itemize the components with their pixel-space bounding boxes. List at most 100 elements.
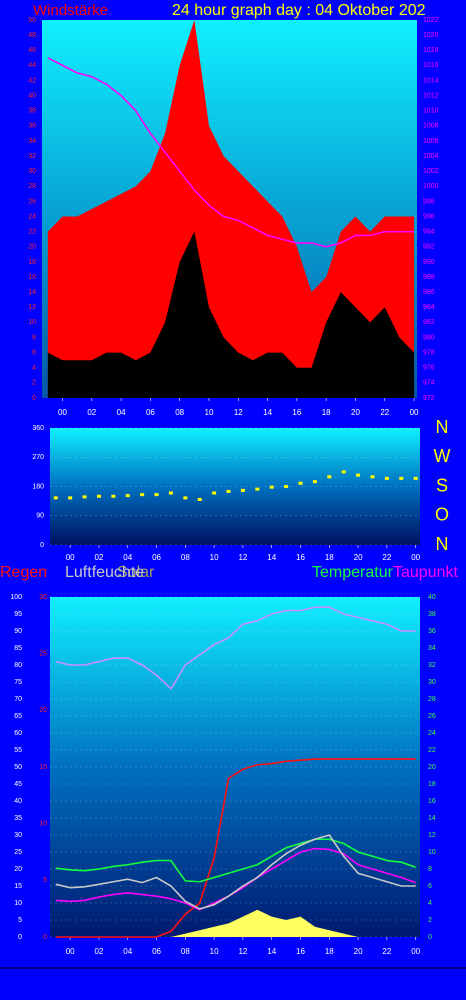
point: [212, 491, 217, 495]
y-tick-label: 28: [28, 183, 36, 190]
y3-tick-label: 15: [39, 764, 47, 771]
x-tick-label: 18: [322, 408, 331, 417]
x-tick-label: 06: [146, 408, 155, 417]
x-tick-label: 14: [267, 553, 276, 562]
y-tick-label: 0: [40, 542, 44, 549]
point: [68, 496, 73, 500]
x-tick-label: 02: [94, 553, 103, 562]
y2-tick-label: 984: [423, 304, 435, 311]
legend-label: Windstärke: [33, 2, 108, 19]
x-tick-label: 20: [354, 947, 363, 956]
y2-tick-label: 988: [423, 274, 435, 281]
point: [298, 481, 303, 485]
y2-tick-label: N: [436, 534, 449, 554]
x-tick-label: 08: [175, 408, 184, 417]
y2-tick-label: 0: [428, 934, 432, 941]
y2-tick-label: 1022: [423, 17, 439, 24]
y2-tick-label: 974: [423, 380, 435, 387]
y3-tick-label: 5: [43, 877, 47, 884]
y-tick-label: 34: [28, 138, 36, 145]
line: [55, 606, 416, 691]
y3-tick-label: 10: [39, 821, 47, 828]
y-tick-label: 100: [10, 594, 22, 601]
y2-tick-label: 18: [428, 781, 436, 788]
point: [168, 491, 173, 495]
x-tick-label: 22: [380, 408, 389, 417]
x-tick-label: 04: [117, 408, 126, 417]
y2-tick-label: 28: [428, 696, 436, 703]
y2-tick-label: 20: [428, 764, 436, 771]
point: [53, 496, 58, 500]
x-tick-label: 10: [210, 553, 219, 562]
y-tick-label: 20: [28, 244, 36, 251]
point: [312, 480, 317, 484]
y2-tick-label: 980: [423, 334, 435, 341]
line: [55, 758, 416, 938]
point: [96, 494, 101, 498]
y2-tick-label: 1010: [423, 108, 439, 115]
y-tick-label: 70: [14, 696, 22, 703]
point: [384, 476, 389, 480]
y2-tick-label: 1014: [423, 77, 439, 84]
y2-tick-label: 992: [423, 244, 435, 251]
x-tick-label: 00: [66, 947, 75, 956]
y2-tick-label: 990: [423, 259, 435, 266]
y-tick-label: 60: [14, 730, 22, 737]
y2-tick-label: 1012: [423, 92, 439, 99]
y2-tick-label: 982: [423, 319, 435, 326]
y2-tick-label: 996: [423, 213, 435, 220]
y-tick-label: 26: [28, 198, 36, 205]
x-tick-label: 08: [181, 947, 190, 956]
y-tick-label: 32: [28, 153, 36, 160]
y2-tick-label: O: [435, 505, 449, 525]
x-tick-label: 20: [354, 553, 363, 562]
point: [341, 470, 346, 474]
line: [55, 838, 416, 883]
x-tick-label: 04: [123, 553, 132, 562]
y-tick-label: 180: [32, 483, 44, 490]
y2-tick-label: 12: [428, 832, 436, 839]
y-tick-label: 0: [32, 395, 36, 402]
y2-tick-label: 1016: [423, 62, 439, 69]
x-tick-label: 10: [205, 408, 214, 417]
y2-tick-label: 22: [428, 747, 436, 754]
y3-tick-label: 25: [39, 651, 47, 658]
y-tick-label: 360: [32, 425, 44, 432]
y2-tick-label: 998: [423, 198, 435, 205]
y-tick-label: 14: [28, 289, 36, 296]
y-tick-label: 40: [28, 92, 36, 99]
x-tick-label: 16: [296, 553, 305, 562]
point: [269, 485, 274, 489]
point: [399, 476, 404, 480]
y-tick-label: 2: [32, 380, 36, 387]
x-tick-label: 02: [87, 408, 96, 417]
y-tick-label: 10: [28, 319, 36, 326]
line: [47, 57, 415, 248]
y-tick-label: 95: [14, 611, 22, 618]
x-tick-label: 16: [292, 408, 301, 417]
area: [55, 909, 416, 937]
area: [47, 231, 415, 398]
y2-tick-label: 6: [428, 883, 432, 890]
y-tick-label: 10: [14, 900, 22, 907]
x-tick-label: 00: [58, 408, 67, 417]
point: [240, 488, 245, 492]
y-tick-label: 55: [14, 747, 22, 754]
y-tick-label: 50: [14, 764, 22, 771]
y-tick-label: 4: [32, 365, 36, 372]
y2-tick-label: 978: [423, 349, 435, 356]
y2-tick-label: 4: [428, 900, 432, 907]
point: [284, 485, 289, 488]
y2-tick-label: 14: [428, 815, 436, 822]
y2-tick-label: 976: [423, 365, 435, 372]
y-tick-label: 15: [14, 883, 22, 890]
y3-tick-label: 20: [39, 707, 47, 714]
y2-tick-label: 26: [428, 713, 436, 720]
legend-label: Luftfeuchte: [65, 564, 144, 581]
x-tick-label: 14: [263, 408, 272, 417]
chart-layer: 0246810121416182022242628303234363840424…: [0, 2, 458, 956]
y2-tick-label: N: [436, 417, 449, 437]
y-tick-label: 90: [14, 628, 22, 635]
y2-tick-label: 2: [428, 917, 432, 924]
